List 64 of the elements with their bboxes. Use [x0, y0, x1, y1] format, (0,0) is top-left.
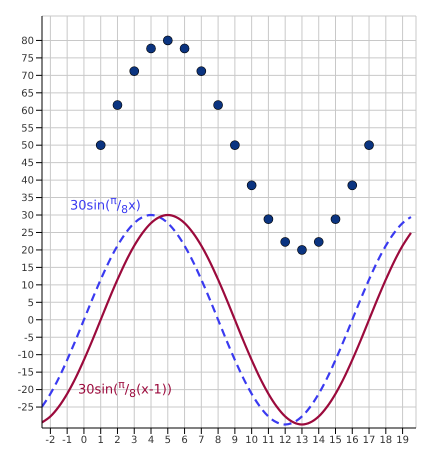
- point: [297, 245, 307, 255]
- point: [264, 214, 274, 224]
- point: [330, 214, 340, 224]
- point: [196, 66, 206, 76]
- point: [230, 140, 240, 150]
- x-tick-label: 14: [312, 435, 326, 446]
- x-tick-label: 17: [362, 435, 376, 446]
- x-tick-label: 18: [379, 435, 392, 446]
- point: [112, 100, 122, 110]
- x-tick-label: -1: [62, 435, 72, 446]
- x-tick-label: 6: [181, 435, 188, 446]
- y-tick-label: 45: [21, 158, 34, 170]
- y-tick-label: 15: [21, 262, 34, 274]
- y-tick-label: -15: [18, 368, 34, 379]
- series-label: 30sin($^{π}$/$_{8}$(x-1)): [78, 378, 172, 400]
- point: [280, 237, 290, 247]
- x-tick-label: 7: [198, 435, 205, 446]
- x-tick-label: 5: [164, 435, 171, 446]
- point: [314, 237, 324, 247]
- x-tick-label: 16: [346, 435, 359, 446]
- point: [347, 180, 358, 190]
- y-tick-label: 55: [21, 123, 34, 134]
- x-tick-label: 9: [232, 435, 238, 446]
- y-tick-label: 60: [21, 106, 34, 117]
- x-tick-label: 2: [114, 435, 121, 446]
- x-tick-label: 12: [278, 435, 292, 446]
- point: [213, 100, 223, 110]
- x-tick-label: 4: [148, 435, 154, 446]
- point: [96, 140, 106, 150]
- x-tick-label: 1: [98, 435, 104, 446]
- series-label: 30sin($^{π}$/$_{8}$x): [70, 194, 141, 216]
- y-tick-label: 30: [21, 210, 34, 222]
- y-tick-label: -10: [18, 350, 34, 362]
- x-tick-label: 11: [262, 435, 275, 446]
- x-tick-label: 13: [296, 435, 308, 446]
- point: [364, 140, 374, 150]
- y-tick-label: 20: [21, 245, 34, 256]
- point: [246, 180, 256, 190]
- line-series: [42, 214, 412, 426]
- x-tick-label: 10: [245, 435, 258, 446]
- y-tick-label: 5: [28, 298, 34, 309]
- point: [180, 44, 190, 54]
- y-tick-label: -25: [18, 402, 34, 414]
- x-tick-label: 3: [131, 435, 138, 446]
- y-tick-label: -20: [18, 385, 34, 396]
- y-tick-label: 65: [21, 88, 34, 100]
- y-tick-label: 70: [21, 70, 34, 82]
- y-tick-label: 0: [28, 315, 34, 326]
- y-tick-label: -5: [24, 332, 34, 344]
- y-tick-label: 40: [21, 176, 34, 187]
- y-tick-label: 80: [21, 36, 34, 47]
- y-tick-label: 35: [21, 193, 34, 204]
- x-tick-label: 19: [396, 435, 409, 446]
- y-tick-label: 50: [21, 140, 34, 152]
- x-tick-label: -2: [45, 435, 56, 446]
- point: [162, 36, 173, 46]
- y-tick-label: 75: [21, 53, 34, 64]
- point: [146, 44, 156, 54]
- x-tick-label: 0: [80, 435, 88, 446]
- x-tick-label: 8: [214, 435, 222, 446]
- y-tick-label: 25: [21, 228, 34, 240]
- y-tick-label: 10: [21, 280, 34, 292]
- x-tick-label: 15: [329, 435, 342, 446]
- point: [129, 66, 140, 76]
